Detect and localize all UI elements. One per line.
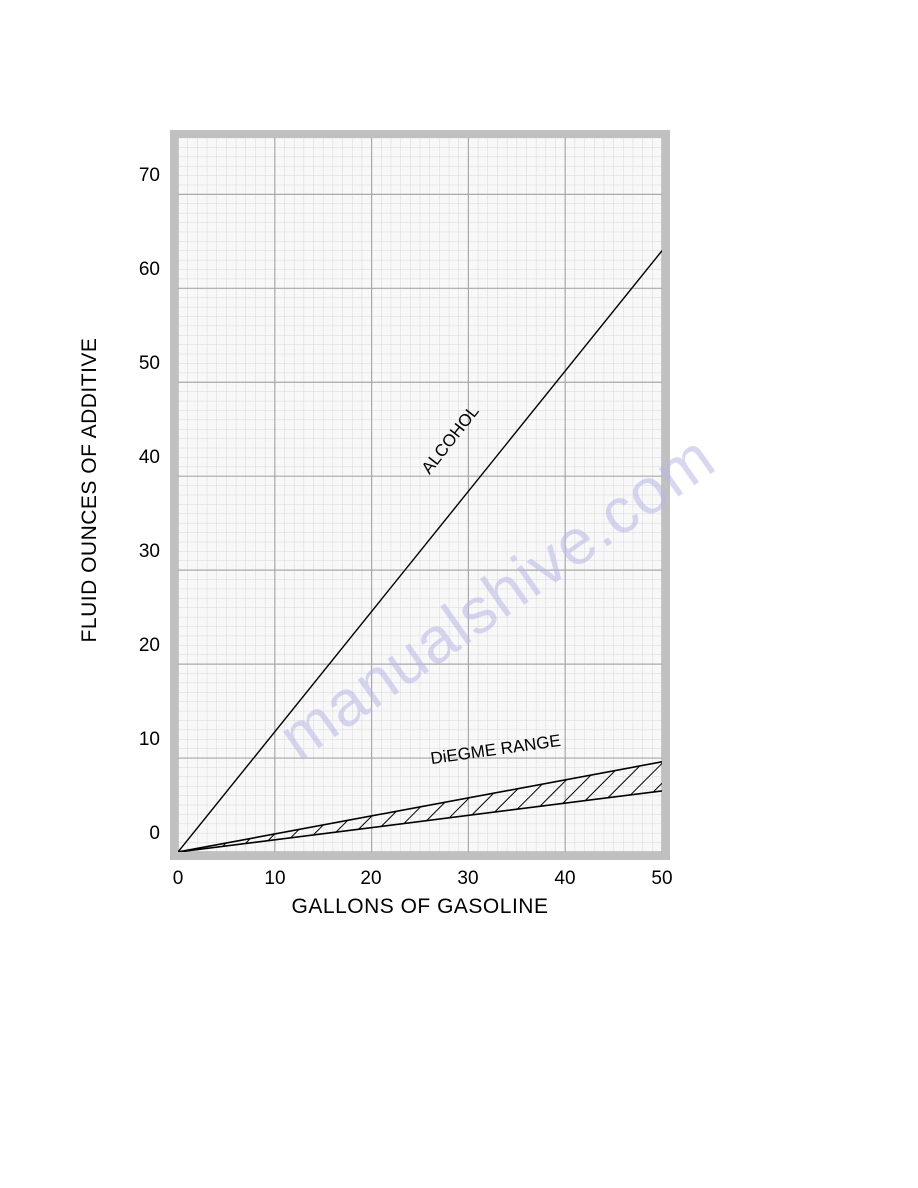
- x-axis-title: GALLONS OF GASOLINE: [292, 895, 549, 919]
- x-tick-50: 50: [642, 868, 682, 890]
- y-tick-30: 30: [120, 541, 160, 563]
- x-tick-30: 30: [448, 868, 488, 890]
- x-tick-0: 0: [158, 868, 198, 890]
- additive-mixing-chart: FLUID OUNCES OF ADDITIVE 0 10 20 30 40 5…: [100, 120, 680, 920]
- y-axis-title: FLUID OUNCES OF ADDITIVE: [78, 338, 102, 643]
- y-tick-70: 70: [120, 165, 160, 187]
- x-tick-40: 40: [545, 868, 585, 890]
- x-tick-20: 20: [351, 868, 391, 890]
- y-tick-40: 40: [120, 447, 160, 469]
- x-tick-10: 10: [255, 868, 295, 890]
- chart-svg: [178, 138, 662, 852]
- y-tick-50: 50: [120, 353, 160, 375]
- y-tick-20: 20: [120, 635, 160, 657]
- y-tick-60: 60: [120, 259, 160, 281]
- y-tick-10: 10: [120, 729, 160, 751]
- y-tick-0: 0: [120, 823, 160, 845]
- plot-area: [178, 138, 662, 852]
- plot-frame: [170, 130, 670, 860]
